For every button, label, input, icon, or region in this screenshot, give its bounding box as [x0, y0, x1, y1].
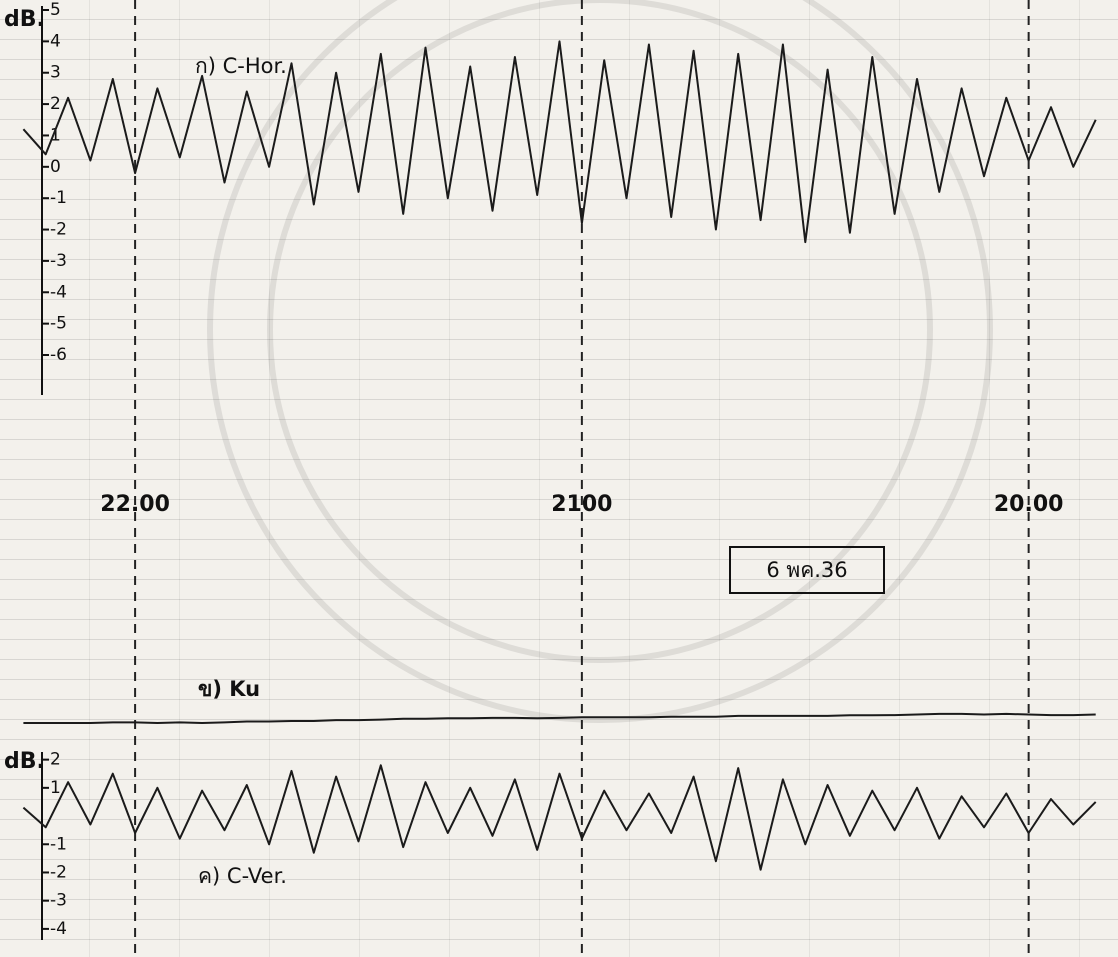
y-tick-label: -1 [50, 834, 67, 854]
x-tick-label: 22.00 [100, 492, 170, 517]
y-tick-label: -3 [50, 251, 67, 271]
y-tick-label: -4 [50, 282, 67, 302]
y-tick-label: -5 [50, 314, 67, 334]
x-tick-label: 20.00 [994, 492, 1064, 517]
y-tick-label: 0 [50, 157, 61, 177]
y-tick-label: 1 [50, 778, 61, 798]
y-tick-label: 2 [50, 94, 61, 114]
trace [23, 712, 1096, 724]
y-tick-label: -4 [50, 919, 67, 939]
annotation-box [729, 546, 885, 594]
watermark [207, 0, 993, 723]
y-tick-label: -2 [50, 220, 67, 240]
y-tick-label: -2 [50, 862, 67, 882]
annotation: 6 พค.36 [766, 558, 847, 582]
series-label: ข) Ku [198, 677, 260, 701]
trace [22, 764, 1097, 871]
y-tick-label: 1 [50, 125, 61, 145]
y-axis-label: dB. [4, 749, 45, 774]
y-tick-label: -3 [50, 891, 67, 911]
series-label: ก) C-Hor. [195, 54, 287, 78]
y-tick-label: 3 [50, 63, 61, 83]
y-tick-label: 5 [50, 0, 61, 20]
series-label: ค) C-Ver. [198, 864, 287, 888]
y-tick-label: 4 [50, 31, 61, 51]
trace [22, 40, 1097, 244]
y-axis-label: dB. [4, 7, 45, 32]
x-tick-label: 2100 [551, 492, 612, 517]
y-tick-label: 2 [50, 750, 61, 770]
y-tick-label: -6 [50, 345, 67, 365]
y-tick-label: -1 [50, 188, 67, 208]
